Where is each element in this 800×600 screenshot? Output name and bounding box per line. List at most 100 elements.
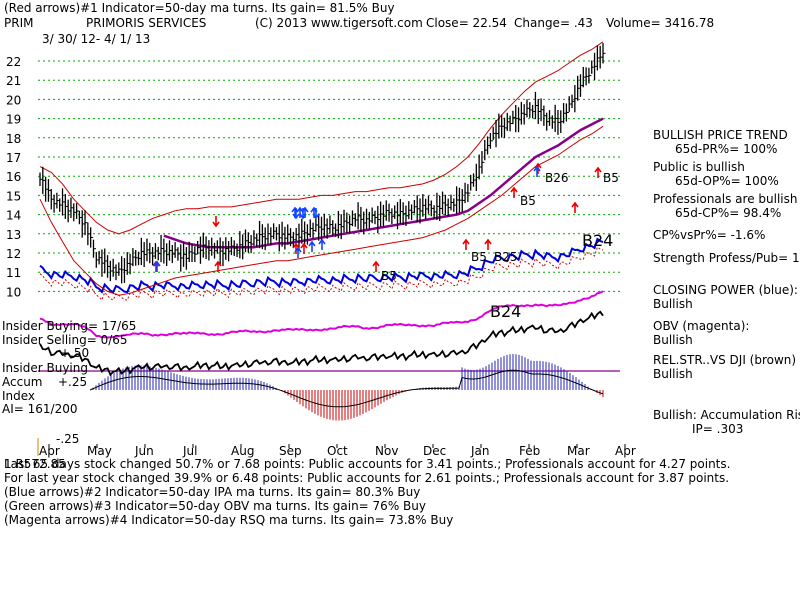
annotation-b5-b: B5 bbox=[520, 194, 536, 208]
copyright: (C) 2013 www.tigersoft.com bbox=[255, 16, 423, 30]
down-arrow bbox=[299, 208, 307, 220]
footer-year: For last year stock changed 39.9% or 6.4… bbox=[4, 471, 730, 485]
signal-arrows bbox=[152, 162, 602, 272]
accum-status: Bullish: Accumulation Risi bbox=[653, 408, 800, 422]
insider-selling-count: Insider Selling= 0/65 bbox=[2, 333, 128, 347]
x-tick-label: Sep bbox=[279, 444, 302, 458]
red-arrow bbox=[571, 201, 579, 213]
red-arrow bbox=[300, 242, 308, 254]
annotation-b5-a: B5 bbox=[603, 171, 619, 185]
price-change: Change= .43 bbox=[514, 16, 593, 30]
volume: Volume= 3416.78 bbox=[606, 16, 715, 30]
red-arrow bbox=[510, 186, 518, 198]
footer-magenta-arrows: (Magenta arrows)#4 Indicator=50-day RSQ … bbox=[4, 513, 454, 527]
annotation-b24-b: B24 bbox=[490, 302, 521, 321]
close-price: Close= 22.54 bbox=[426, 16, 507, 30]
insider-buying-label: Insider Buying bbox=[2, 361, 88, 375]
insider-buying-count: Insider Buying= 17/65 bbox=[2, 319, 137, 333]
trend-title: BULLISH PRICE TREND bbox=[653, 128, 788, 142]
x-tick-label: May bbox=[87, 444, 112, 458]
y-tick-label: 16 bbox=[6, 170, 21, 184]
x-tick-label: Apr bbox=[615, 444, 636, 458]
y-axis-labels: 22 21 20 19 18 17 16 15 14 13 12 11 10 bbox=[6, 55, 21, 299]
annotation-b5-d: B5 bbox=[381, 269, 397, 283]
pr-value: 65d-PR%= 100% bbox=[675, 142, 778, 156]
company-name: PRIMORIS SERVICES bbox=[86, 16, 207, 30]
accum-label: Accum bbox=[2, 375, 43, 389]
down-arrow bbox=[312, 208, 320, 220]
closing-power-ma-line bbox=[39, 246, 604, 301]
y-tick-label: 10 bbox=[6, 285, 21, 299]
annotation-b24-a: B24 bbox=[582, 231, 613, 250]
x-tick-label: Mar bbox=[567, 444, 590, 458]
x-tick-label: Oct bbox=[327, 444, 348, 458]
rel-str-label: REL.STR..VS DJI (brown) bbox=[653, 353, 797, 367]
cp-vs-pr: CP%vsPr%= -1.6% bbox=[653, 228, 766, 242]
closing-power-label: CLOSING POWER (blue): bbox=[653, 283, 798, 297]
red-arrow bbox=[594, 166, 602, 178]
header-indicator-1: (Red arrows)#1 Indicator=50-day ma turns… bbox=[4, 1, 395, 15]
accumulation-bars bbox=[92, 354, 604, 421]
date-range: 3/ 30/ 12- 4/ 1/ 13 bbox=[42, 32, 151, 46]
ai-value: AI= 161/200 bbox=[2, 402, 78, 416]
red-arrow bbox=[462, 238, 470, 250]
annotation-b5-c: B5 bbox=[471, 250, 487, 264]
down-arrow bbox=[212, 216, 220, 228]
y-tick-label: 12 bbox=[6, 247, 21, 261]
y-tick-label: 21 bbox=[6, 74, 21, 88]
x-tick-label: Aug bbox=[231, 444, 254, 458]
accum-ma-line bbox=[89, 369, 604, 408]
y-tick-label: 14 bbox=[6, 209, 21, 223]
blue-arrow bbox=[533, 165, 541, 177]
closing-power-line bbox=[39, 237, 604, 294]
lower-band-line bbox=[39, 125, 604, 296]
footer-blue-arrows: (Blue arrows)#2 Indicator=50-day IPA ma … bbox=[4, 485, 421, 499]
public-label: Public is bullish bbox=[653, 160, 745, 174]
ticker-symbol: PRIM bbox=[4, 16, 34, 30]
down-arrow bbox=[292, 208, 300, 220]
cp-value: 65d-CP%= 98.4% bbox=[675, 206, 782, 220]
closing-power-status: Bullish bbox=[653, 297, 693, 311]
red-arrow bbox=[214, 260, 222, 272]
upper-band-line bbox=[39, 41, 604, 235]
footer-65day: Last 65 days stock changed 50.7% or 7.68… bbox=[4, 457, 731, 471]
footer-green-arrows: (Green arrows)#3 Indicator=50-day OBV ma… bbox=[4, 499, 426, 513]
x-tick-label: Dec bbox=[423, 444, 446, 458]
accum-plus25: +.25 bbox=[58, 375, 88, 389]
x-tick-label: Jan bbox=[470, 444, 490, 458]
y-tick-label: 22 bbox=[6, 55, 21, 69]
blue-arrow bbox=[318, 238, 326, 250]
index-label: Index bbox=[2, 389, 36, 403]
rel-str-line bbox=[39, 310, 604, 377]
annotation-b26: B26 bbox=[545, 171, 569, 185]
obv-label: OBV (magenta): bbox=[653, 319, 750, 333]
y-tick-label: 18 bbox=[6, 132, 21, 146]
price-bars bbox=[39, 43, 606, 284]
y-tick-label: 13 bbox=[6, 228, 21, 242]
ip-value: IP= .303 bbox=[692, 422, 744, 436]
rel-str-status: Bullish bbox=[653, 367, 693, 381]
red-arrow bbox=[372, 260, 380, 272]
x-tick-label: Feb bbox=[519, 444, 540, 458]
annotation-b25: B25 bbox=[494, 250, 518, 264]
blue-arrow bbox=[153, 260, 161, 272]
x-tick-label: Apr bbox=[39, 444, 60, 458]
y-tick-label: 20 bbox=[6, 93, 21, 107]
footer-prefix: 1 R572.85 bbox=[4, 457, 66, 471]
x-axis-labels: Apr May Jun Jul Aug Sep Oct Nov Dec Jan Feb Mar Apr bbox=[39, 444, 636, 458]
accum-plus50: +.50 bbox=[60, 346, 90, 360]
obv-line bbox=[39, 290, 604, 339]
accum-minus25: -.25 bbox=[56, 432, 80, 446]
red-arrow bbox=[484, 238, 492, 250]
y-tick-label: 15 bbox=[6, 189, 21, 203]
y-tick-label: 19 bbox=[6, 113, 21, 127]
obv-status: Bullish bbox=[653, 333, 693, 347]
strength-ratio: Strength Profess/Pub= 1.3 bbox=[653, 251, 800, 265]
blue-arrow bbox=[308, 240, 316, 252]
y-tick-label: 11 bbox=[6, 266, 21, 280]
blue-arrow bbox=[294, 246, 302, 258]
y-tick-label: 17 bbox=[6, 151, 21, 165]
op-value: 65d-OP%= 100% bbox=[675, 174, 779, 188]
